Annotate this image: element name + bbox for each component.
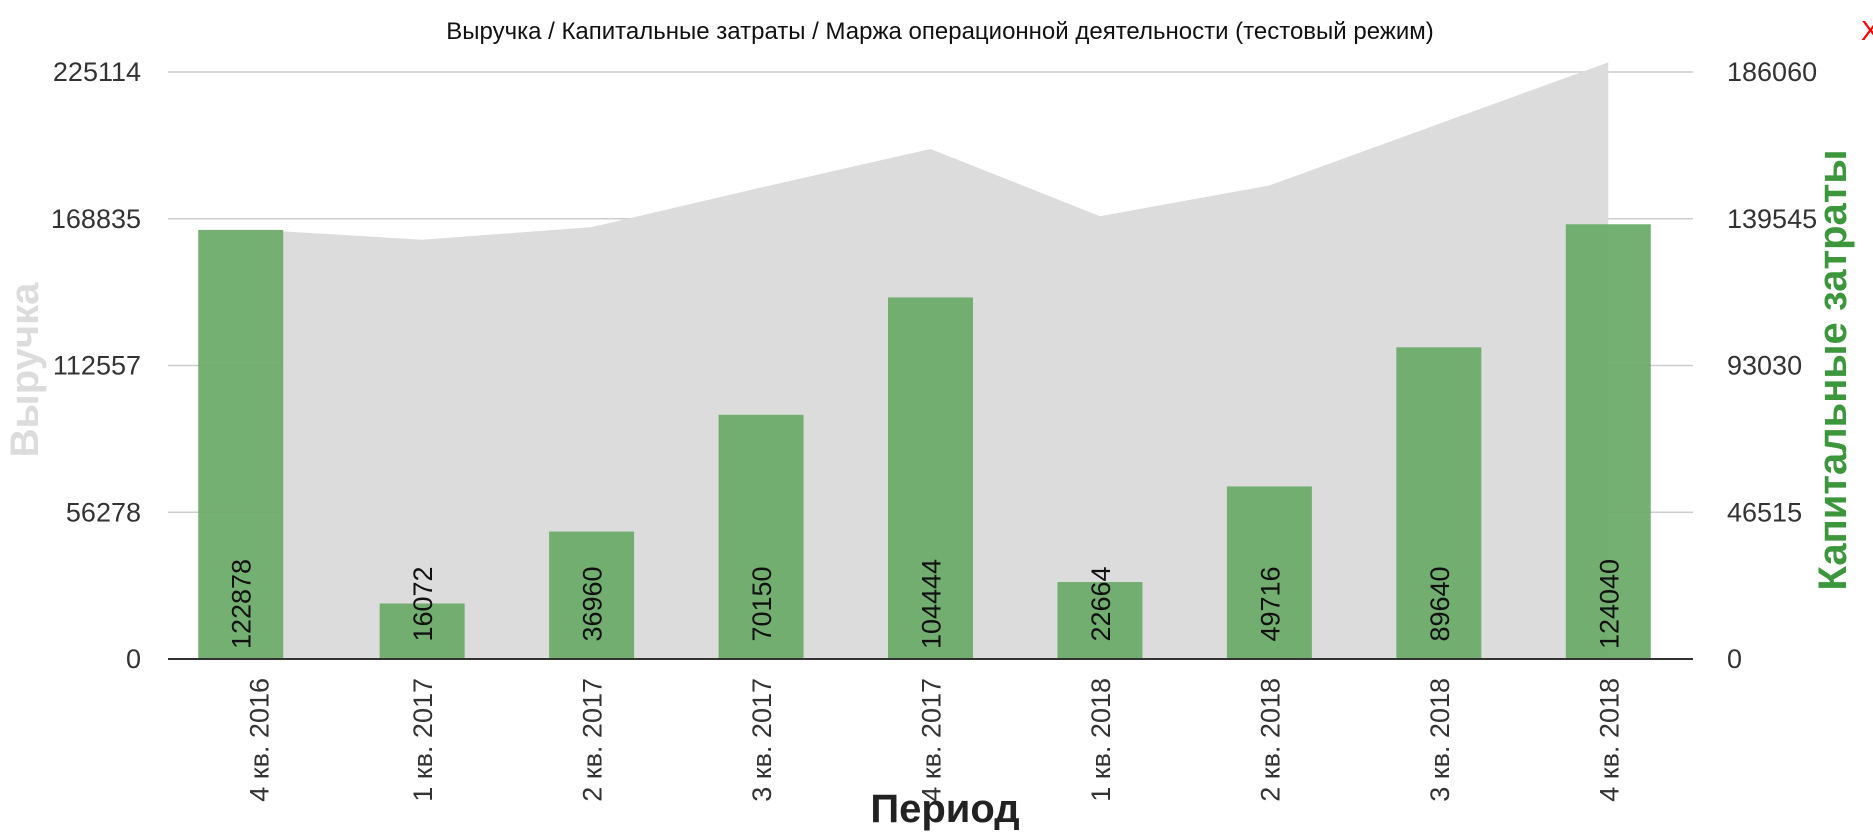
close-button[interactable]: X: [1861, 15, 1873, 46]
bar-data-label: 104444: [917, 559, 947, 649]
right-axis-label: Капитальные затраты: [1811, 149, 1855, 590]
capex-bar: [379, 603, 465, 659]
left-tick-label: 112557: [53, 351, 141, 381]
x-tick-label: 1 кв. 2018: [1086, 678, 1116, 802]
right-tick-label: 186060: [1727, 57, 1817, 87]
capex-bar: [1057, 582, 1143, 659]
bar-data-labels: 122878 16072 36960 70150 104444 22664 49716 896…: [227, 559, 1625, 649]
capex-bar: [549, 531, 635, 659]
capex-bar: [198, 229, 284, 659]
capex-bar: [888, 297, 973, 659]
x-tick-label: 1 кв. 2017: [408, 678, 438, 802]
capex-bar: [1226, 486, 1312, 659]
left-tick-label: 56278: [66, 497, 141, 527]
left-axis-label: Выручка: [3, 282, 47, 457]
bar-data-label: 124040: [1594, 559, 1624, 649]
capex-bar: [1565, 224, 1651, 659]
right-axis-ticks: 0 46515 93030 139545 186060: [1727, 57, 1817, 674]
x-tick-label: 3 кв. 2018: [1425, 678, 1455, 802]
x-tick-label: 3 кв. 2017: [747, 678, 777, 802]
bar-data-label: 70150: [747, 566, 777, 641]
capex-bar-series: [198, 224, 1651, 659]
x-tick-label: 4 кв. 2018: [1594, 678, 1624, 802]
left-tick-label: 0: [126, 644, 141, 674]
bar-data-label: 122878: [227, 559, 257, 649]
x-axis-ticks: 4 кв. 2016 1 кв. 2017 2 кв. 2017 3 кв. 2017…: [245, 678, 1625, 802]
x-tick-label: 4 кв. 2017: [917, 678, 947, 802]
right-tick-label: 0: [1727, 644, 1742, 674]
left-tick-label: 225114: [53, 57, 141, 87]
capex-bar: [718, 414, 804, 659]
x-tick-label: 4 кв. 2016: [245, 678, 275, 802]
right-tick-label: 93030: [1727, 351, 1802, 381]
left-tick-label: 168835: [51, 204, 141, 234]
x-axis-label: Период: [870, 787, 1019, 831]
x-tick-label: 2 кв. 2018: [1255, 678, 1285, 802]
bar-data-label: 16072: [408, 566, 438, 641]
bar-data-label: 36960: [578, 566, 608, 641]
bar-data-label: 89640: [1425, 566, 1455, 641]
left-axis-ticks: 0 56278 112557 168835 225114: [51, 57, 141, 674]
bar-data-label: 22664: [1086, 566, 1116, 641]
x-tick-label: 2 кв. 2017: [578, 678, 608, 802]
right-tick-label: 46515: [1727, 497, 1802, 527]
chart-title: Выручка / Капитальные затраты / Маржа оп…: [446, 18, 1434, 45]
capex-bar: [1396, 347, 1482, 659]
right-tick-label: 139545: [1727, 204, 1817, 234]
bar-data-label: 49716: [1255, 566, 1285, 641]
